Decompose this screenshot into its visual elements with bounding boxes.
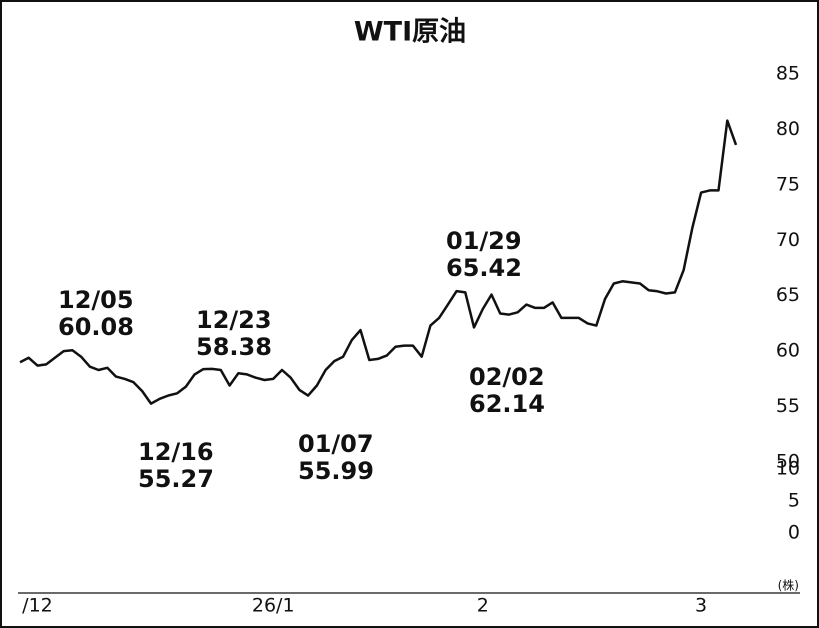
annotation-date: 12/23 [196, 306, 272, 334]
y-tick-label: 70 [776, 229, 800, 251]
annotation-date: 01/29 [446, 227, 522, 255]
y-tick-label: 60 [776, 340, 800, 362]
y-tick-label: 50 [776, 451, 800, 473]
annotation-date: 12/05 [58, 286, 134, 314]
annotation-date: 12/16 [138, 438, 214, 466]
y-tick-label: 80 [776, 118, 800, 140]
y-tick-label: 55 [776, 395, 800, 417]
annotation-value: 60.08 [58, 313, 134, 341]
y2-tick-label: 10 [776, 458, 800, 480]
annotation-value: 55.99 [298, 457, 374, 485]
price-line [19, 119, 738, 405]
y2-axis-label: (株) [778, 578, 799, 593]
y-tick-label: 65 [776, 284, 800, 306]
y-tick-label: 85 [776, 63, 800, 85]
annotation-value: 55.27 [138, 465, 214, 493]
x-tick-label: 2 [477, 595, 489, 617]
x-tick-label: 3 [695, 595, 707, 617]
x-tick-label: 26/1 [252, 595, 295, 617]
y2-tick-label: 0 [788, 522, 800, 544]
y-tick-label: 75 [776, 173, 800, 195]
chart-title: WTI原油 [354, 17, 466, 48]
annotation-value: 58.38 [196, 333, 272, 361]
x-tick-label: /12 [22, 595, 53, 617]
annotation-date: 01/07 [298, 430, 374, 458]
annotation-value: 65.42 [446, 254, 522, 282]
annotation-value: 62.14 [469, 390, 545, 418]
annotation-date: 02/02 [469, 363, 545, 391]
y2-tick-label: 5 [788, 490, 800, 512]
